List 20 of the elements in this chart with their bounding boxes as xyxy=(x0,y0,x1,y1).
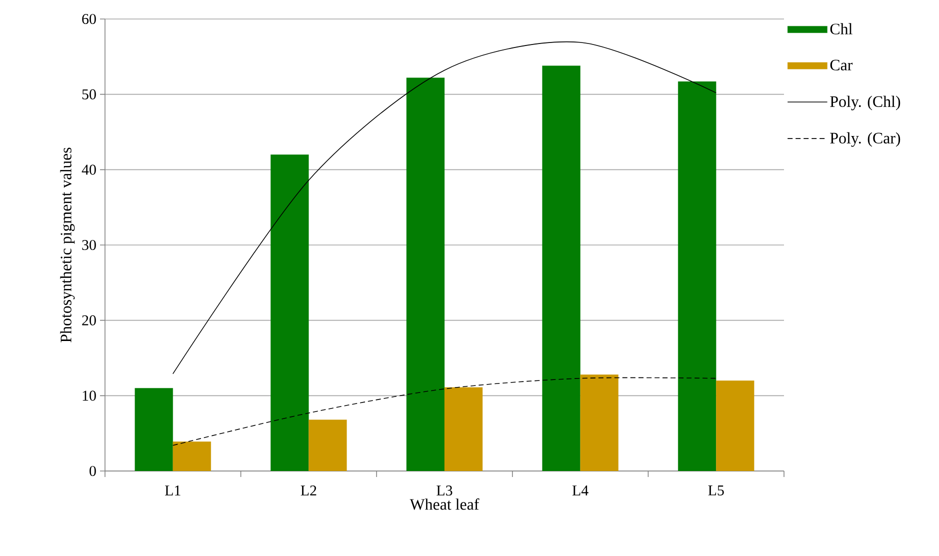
x-tick-label: L5 xyxy=(708,486,724,496)
line-series xyxy=(172,42,717,374)
legend-label: Poly. (Chl) xyxy=(830,96,900,110)
y-tick-label: 0 xyxy=(90,466,96,476)
y-axis-title: Photosynthetic pigment values xyxy=(60,148,75,342)
line-series xyxy=(172,377,717,446)
y-tick-label: 40 xyxy=(82,164,96,175)
legend-label: Car xyxy=(830,60,853,70)
legend-label: Chl xyxy=(830,23,852,34)
x-tick-label: L3 xyxy=(436,486,452,496)
legend-label: Poly. (Car) xyxy=(830,132,900,147)
y-tick-label: 10 xyxy=(82,390,96,401)
y-tick-label: 30 xyxy=(82,240,96,250)
x-tick-label: L1 xyxy=(165,486,180,496)
y-tick-label: 60 xyxy=(82,14,96,24)
x-tick-label: L2 xyxy=(300,486,316,496)
y-tick-label: 20 xyxy=(82,315,96,326)
x-tick-label: L4 xyxy=(572,486,588,496)
x-axis-title: Wheat leaf xyxy=(410,498,480,510)
y-tick-label: 50 xyxy=(82,89,96,100)
